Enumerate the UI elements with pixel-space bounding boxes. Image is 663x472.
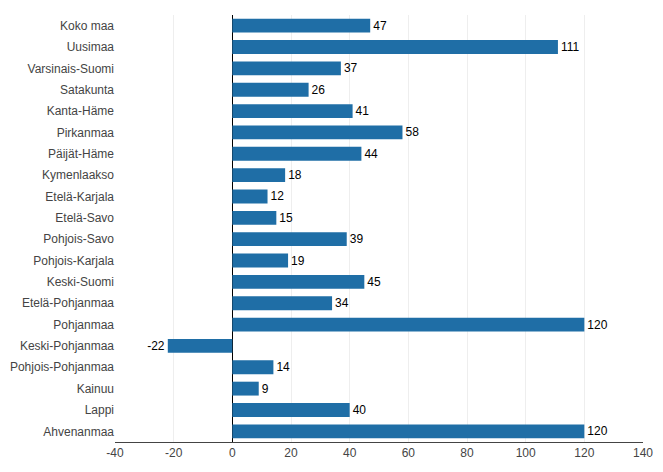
svg-text:80: 80 (460, 446, 474, 460)
svg-text:Pohjois-Karjala: Pohjois-Karjala (33, 254, 114, 268)
svg-text:Kainuu: Kainuu (77, 382, 114, 396)
svg-text:41: 41 (356, 104, 370, 118)
svg-text:Varsinais-Suomi: Varsinais-Suomi (28, 62, 114, 76)
svg-text:47: 47 (373, 19, 387, 33)
svg-text:Lappi: Lappi (85, 403, 114, 417)
svg-text:14: 14 (276, 360, 290, 374)
svg-text:39: 39 (350, 232, 364, 246)
svg-text:Pohjanmaa: Pohjanmaa (53, 318, 114, 332)
svg-text:Uusimaa: Uusimaa (67, 40, 115, 54)
svg-text:-40: -40 (106, 446, 124, 460)
svg-text:120: 120 (574, 446, 594, 460)
svg-text:-22: -22 (147, 339, 165, 353)
svg-text:Päijät-Häme: Päijät-Häme (48, 147, 114, 161)
svg-text:Etelä-Pohjanmaa: Etelä-Pohjanmaa (22, 296, 114, 310)
svg-text:19: 19 (291, 254, 305, 268)
svg-text:Pirkanmaa: Pirkanmaa (57, 126, 115, 140)
svg-text:12: 12 (271, 189, 285, 203)
svg-text:-20: -20 (165, 446, 183, 460)
svg-text:Keski-Pohjanmaa: Keski-Pohjanmaa (20, 339, 114, 353)
svg-text:20: 20 (284, 446, 298, 460)
svg-text:Kanta-Häme: Kanta-Häme (47, 104, 115, 118)
svg-text:Pohjois-Pohjanmaa: Pohjois-Pohjanmaa (10, 360, 114, 374)
svg-text:0: 0 (229, 446, 236, 460)
svg-text:Pohjois-Savo: Pohjois-Savo (43, 232, 114, 246)
svg-text:37: 37 (344, 61, 358, 75)
svg-text:100: 100 (516, 446, 536, 460)
svg-text:26: 26 (312, 83, 326, 97)
svg-text:140: 140 (633, 446, 653, 460)
svg-text:Koko maa: Koko maa (60, 19, 114, 33)
svg-text:Satakunta: Satakunta (60, 83, 114, 97)
svg-text:Ahvenanmaa: Ahvenanmaa (43, 425, 114, 439)
svg-text:Etelä-Savo: Etelä-Savo (55, 211, 114, 225)
svg-text:120: 120 (587, 318, 607, 332)
svg-text:18: 18 (288, 168, 302, 182)
svg-text:58: 58 (405, 125, 419, 139)
svg-text:34: 34 (335, 296, 349, 310)
svg-text:40: 40 (343, 446, 357, 460)
svg-text:45: 45 (367, 275, 381, 289)
svg-text:15: 15 (279, 211, 293, 225)
svg-text:60: 60 (402, 446, 416, 460)
svg-text:120: 120 (587, 424, 607, 438)
svg-text:9: 9 (262, 382, 269, 396)
svg-text:111: 111 (561, 40, 580, 54)
svg-text:Keski-Suomi: Keski-Suomi (47, 275, 114, 289)
svg-text:40: 40 (353, 403, 367, 417)
svg-text:Kymenlaakso: Kymenlaakso (42, 168, 114, 182)
svg-text:Etelä-Karjala: Etelä-Karjala (45, 190, 114, 204)
svg-text:44: 44 (364, 147, 378, 161)
